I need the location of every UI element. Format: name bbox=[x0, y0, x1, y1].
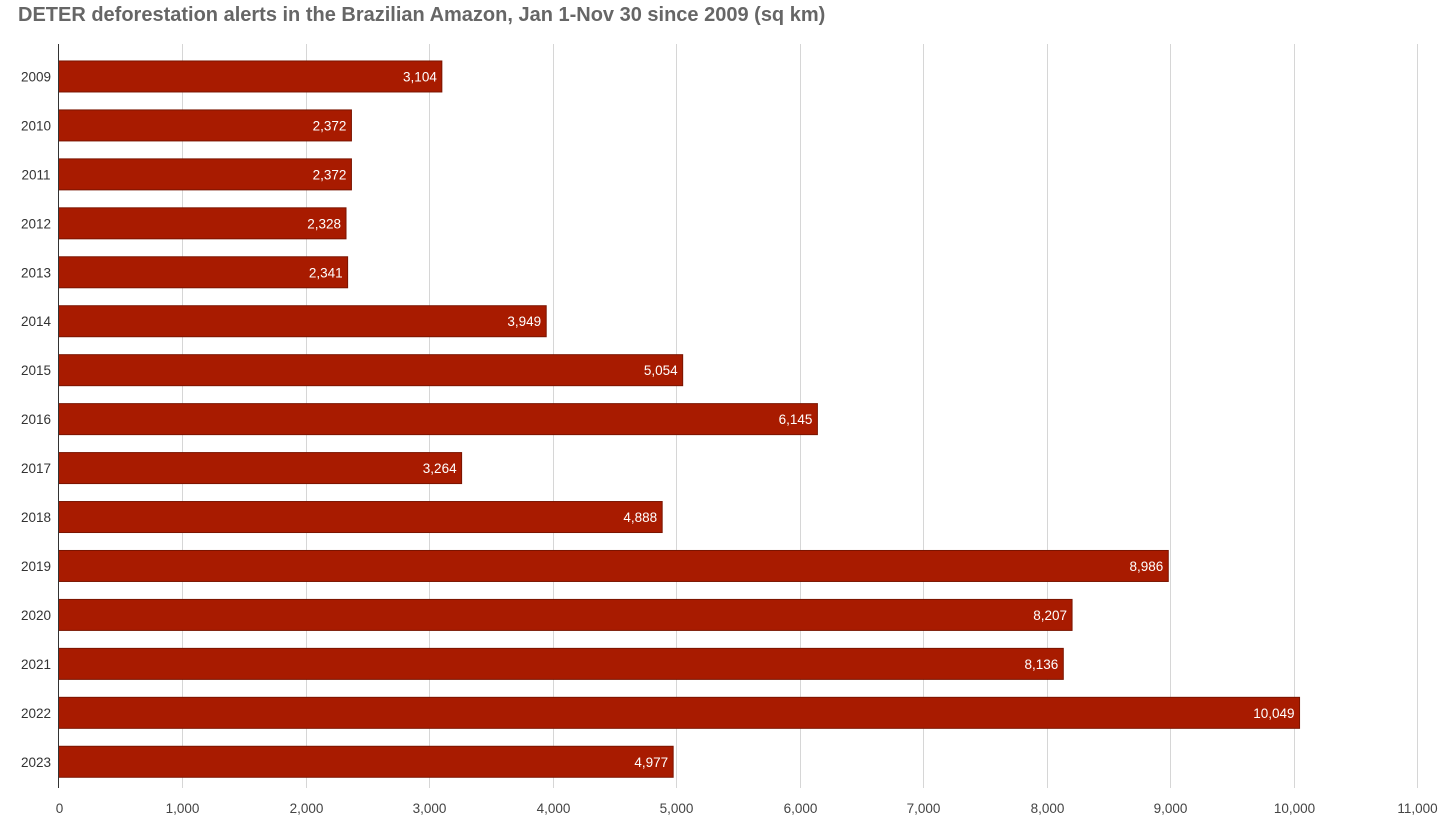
bar-2021 bbox=[58, 647, 1064, 680]
category-label-2023: 2023 bbox=[21, 755, 51, 770]
data-label-2013: 2,341 bbox=[309, 265, 343, 280]
x-tick-label: 10,000 bbox=[1274, 801, 1315, 816]
data-label-2016: 6,145 bbox=[779, 412, 813, 427]
x-tick-label: 2,000 bbox=[290, 801, 324, 816]
x-tick-label: 7,000 bbox=[907, 801, 941, 816]
x-tick-label: 0 bbox=[56, 801, 64, 816]
bar-2023 bbox=[58, 745, 674, 778]
data-label-2018: 4,888 bbox=[623, 510, 657, 525]
data-label-2017: 3,264 bbox=[423, 461, 457, 476]
data-label-2021: 8,136 bbox=[1024, 657, 1058, 672]
data-label-2009: 3,104 bbox=[403, 69, 437, 84]
x-tick-label: 6,000 bbox=[784, 801, 818, 816]
category-label-2016: 2016 bbox=[21, 412, 51, 427]
category-label-2018: 2018 bbox=[21, 510, 51, 525]
data-label-2012: 2,328 bbox=[307, 216, 341, 231]
axis-layer: 0 1,000 2,000 3,000 4,000 5,000 6,000 7,000 8,00… bbox=[21, 44, 1438, 816]
category-label-2015: 2015 bbox=[21, 363, 51, 378]
category-label-2019: 2019 bbox=[21, 559, 51, 574]
bar-2022 bbox=[58, 696, 1301, 729]
bar-2015 bbox=[58, 354, 684, 387]
x-tick-label: 11,000 bbox=[1397, 801, 1437, 816]
data-label-2014: 3,949 bbox=[507, 314, 541, 329]
bar-2012 bbox=[58, 207, 347, 240]
bar-2010 bbox=[58, 109, 352, 142]
x-tick-label: 3,000 bbox=[413, 801, 447, 816]
data-label-2023: 4,977 bbox=[634, 755, 668, 770]
category-label-2020: 2020 bbox=[21, 608, 51, 623]
x-tick-label: 9,000 bbox=[1154, 801, 1188, 816]
bar-2009 bbox=[58, 60, 443, 93]
bar-2014 bbox=[58, 305, 547, 338]
bar-2016 bbox=[58, 403, 818, 436]
category-label-2010: 2010 bbox=[21, 118, 51, 133]
category-label-2013: 2013 bbox=[21, 265, 51, 280]
bar-2020 bbox=[58, 598, 1073, 631]
bar-2011 bbox=[58, 158, 352, 191]
category-label-2021: 2021 bbox=[21, 657, 51, 672]
data-label-2022: 10,049 bbox=[1253, 706, 1294, 721]
category-label-2014: 2014 bbox=[21, 314, 52, 329]
category-label-2012: 2012 bbox=[21, 216, 51, 231]
x-tick-label: 1,000 bbox=[166, 801, 200, 816]
data-label-2019: 8,986 bbox=[1129, 559, 1163, 574]
category-label-2022: 2022 bbox=[21, 706, 51, 721]
bar-2013 bbox=[58, 256, 349, 289]
data-label-2020: 8,207 bbox=[1033, 608, 1067, 623]
data-label-2015: 5,054 bbox=[644, 363, 678, 378]
category-label-2017: 2017 bbox=[21, 461, 51, 476]
category-label-2011: 2011 bbox=[21, 167, 50, 182]
bar-layer: 3,104 2,372 2,372 2,328 2,341 3,949 5,054 6,145… bbox=[58, 60, 1301, 778]
chart-title: DETER deforestation alerts in the Brazil… bbox=[18, 4, 826, 26]
x-tick-label: 5,000 bbox=[660, 801, 694, 816]
bar-2017 bbox=[58, 452, 463, 485]
category-label-2009: 2009 bbox=[21, 69, 51, 84]
x-tick-label: 8,000 bbox=[1031, 801, 1065, 816]
bar-2018 bbox=[58, 501, 663, 534]
data-label-2011: 2,372 bbox=[313, 167, 347, 182]
bar-2019 bbox=[58, 549, 1169, 582]
x-tick-label: 4,000 bbox=[537, 801, 571, 816]
data-label-2010: 2,372 bbox=[313, 118, 347, 133]
